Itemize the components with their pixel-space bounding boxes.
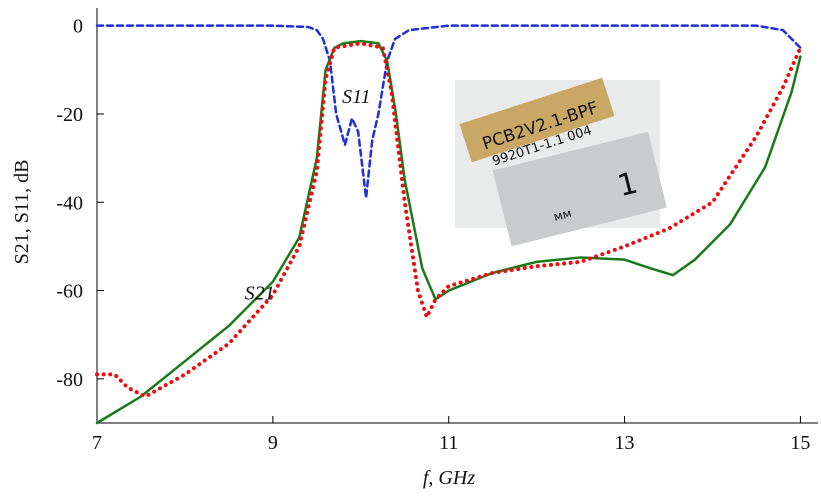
annotation: S11	[342, 86, 371, 108]
inset-label: мм	[552, 206, 573, 224]
x-tick-label: 13	[615, 432, 635, 454]
inset-photo: PCB2V2.1-BPF 9920T1-1.1 004 мм 1	[455, 77, 667, 247]
annotation: S21	[245, 282, 275, 304]
y-tick-label: -20	[56, 104, 83, 126]
series-line	[95, 39, 802, 425]
series-line	[95, 41, 803, 399]
x-tick-label: 7	[92, 432, 102, 454]
y-tick-label: -40	[56, 192, 83, 214]
x-tick-label: 9	[268, 432, 278, 454]
y-tick-label: -60	[56, 281, 83, 303]
x-tick-label: 15	[790, 432, 810, 454]
x-tick-label: 11	[439, 432, 458, 454]
series-line	[95, 24, 802, 198]
ruler	[492, 131, 667, 247]
x-axis-label: f, GHz	[423, 467, 475, 489]
y-tick-label: 0	[73, 16, 83, 38]
y-tick-label: -80	[56, 369, 83, 391]
chip	[459, 77, 615, 163]
y-axis-label: S21, S11, dB	[11, 160, 33, 265]
